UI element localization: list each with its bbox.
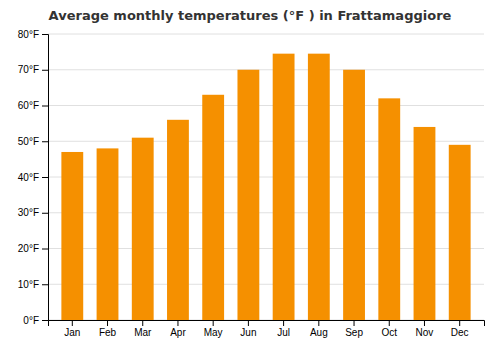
y-tick-mark xyxy=(42,106,48,107)
x-tick: Feb xyxy=(99,320,117,338)
x-tick-mark xyxy=(424,320,425,326)
x-tick-mark xyxy=(354,320,355,326)
grid xyxy=(48,34,484,320)
x-tick-mark xyxy=(177,320,178,326)
y-tick-mark xyxy=(42,141,48,142)
grid-line xyxy=(48,34,484,35)
x-tick: May xyxy=(204,320,223,338)
y-tick: 40°F xyxy=(18,172,48,183)
y-tick: 70°F xyxy=(18,64,48,75)
grid-line xyxy=(48,69,484,70)
x-tick-mark xyxy=(459,320,460,326)
bar xyxy=(378,98,400,320)
x-tick: Aug xyxy=(310,320,328,338)
bar xyxy=(237,70,259,320)
y-axis-line xyxy=(42,35,49,321)
x-tick-mark xyxy=(318,320,319,326)
y-tick-mark xyxy=(42,34,48,35)
y-tick: 30°F xyxy=(18,207,48,218)
y-tick-label: 80°F xyxy=(18,29,39,40)
y-tick: 0°F xyxy=(23,315,48,326)
plot: 0°F 10°F 20°F 30°F 40°F 50°F 60°F 70°F 80°F Jan Fe… xyxy=(18,29,485,338)
x-tick-mark xyxy=(389,320,390,326)
x-tick-label: Sep xyxy=(345,327,363,338)
y-tick-mark xyxy=(42,284,48,285)
y-tick-label: 0°F xyxy=(23,315,39,326)
x-tick-label: Jun xyxy=(240,327,256,338)
x-tick-label: Dec xyxy=(451,327,469,338)
bars xyxy=(61,54,470,320)
bar xyxy=(132,138,154,320)
x-tick: Jul xyxy=(277,320,290,338)
x-tick: Apr xyxy=(170,320,186,338)
x-tick-label: Mar xyxy=(134,327,152,338)
x-tick-mark xyxy=(283,320,284,326)
y-tick: 10°F xyxy=(18,279,48,290)
y-tick-label: 40°F xyxy=(18,172,39,183)
y-tick-label: 60°F xyxy=(18,100,39,111)
x-axis-line xyxy=(49,321,485,327)
y-tick-mark xyxy=(42,320,48,321)
bar xyxy=(414,127,436,320)
bar xyxy=(449,145,471,320)
y-tick: 50°F xyxy=(18,136,48,147)
x-tick-label: Nov xyxy=(416,327,434,338)
bar xyxy=(61,152,83,320)
x-tick-mark xyxy=(107,320,108,326)
y-tick-mark xyxy=(42,70,48,71)
x-tick-label: May xyxy=(204,327,223,338)
y-tick-label: 50°F xyxy=(18,136,39,147)
x-tick-label: Feb xyxy=(99,327,117,338)
x-tick-mark xyxy=(248,320,249,326)
y-tick: 80°F xyxy=(18,29,48,40)
y-tick-label: 10°F xyxy=(18,279,39,290)
y-tick-mark xyxy=(42,249,48,250)
x-tick: Jun xyxy=(240,320,256,338)
y-tick: 20°F xyxy=(18,243,48,254)
x-axis: Jan Feb Mar Apr May Jun Jul Aug Sep Oct Nov Dec xyxy=(49,320,485,338)
x-tick: Oct xyxy=(381,320,397,338)
y-tick: 60°F xyxy=(18,100,48,111)
x-tick: Mar xyxy=(134,320,152,338)
bar xyxy=(202,95,224,320)
x-tick-label: Apr xyxy=(170,327,186,338)
x-tick-label: Jan xyxy=(64,327,80,338)
x-tick-mark xyxy=(213,320,214,326)
x-tick-label: Jul xyxy=(277,327,290,338)
x-tick-label: Aug xyxy=(310,327,328,338)
x-tick: Sep xyxy=(345,320,363,338)
bar xyxy=(308,54,330,320)
bar xyxy=(343,70,365,320)
x-tick-mark xyxy=(72,320,73,326)
chart: Average monthly temperatures (°F ) in Fr… xyxy=(0,0,500,350)
y-tick-mark xyxy=(42,177,48,178)
x-tick: Jan xyxy=(64,320,80,338)
bar xyxy=(97,148,119,320)
y-tick-mark xyxy=(42,213,48,214)
grid-line xyxy=(48,105,484,106)
title: Average monthly temperatures (°F ) in Fr… xyxy=(49,8,452,23)
bar xyxy=(167,120,189,320)
y-tick-label: 30°F xyxy=(18,207,39,218)
x-tick: Dec xyxy=(451,320,469,338)
y-tick-label: 70°F xyxy=(18,64,39,75)
x-tick: Nov xyxy=(416,320,434,338)
x-tick-label: Oct xyxy=(381,327,397,338)
bar xyxy=(273,54,295,320)
y-axis: 0°F 10°F 20°F 30°F 40°F 50°F 60°F 70°F 80°F xyxy=(18,29,49,326)
x-tick-mark xyxy=(142,320,143,326)
y-tick-label: 20°F xyxy=(18,243,39,254)
